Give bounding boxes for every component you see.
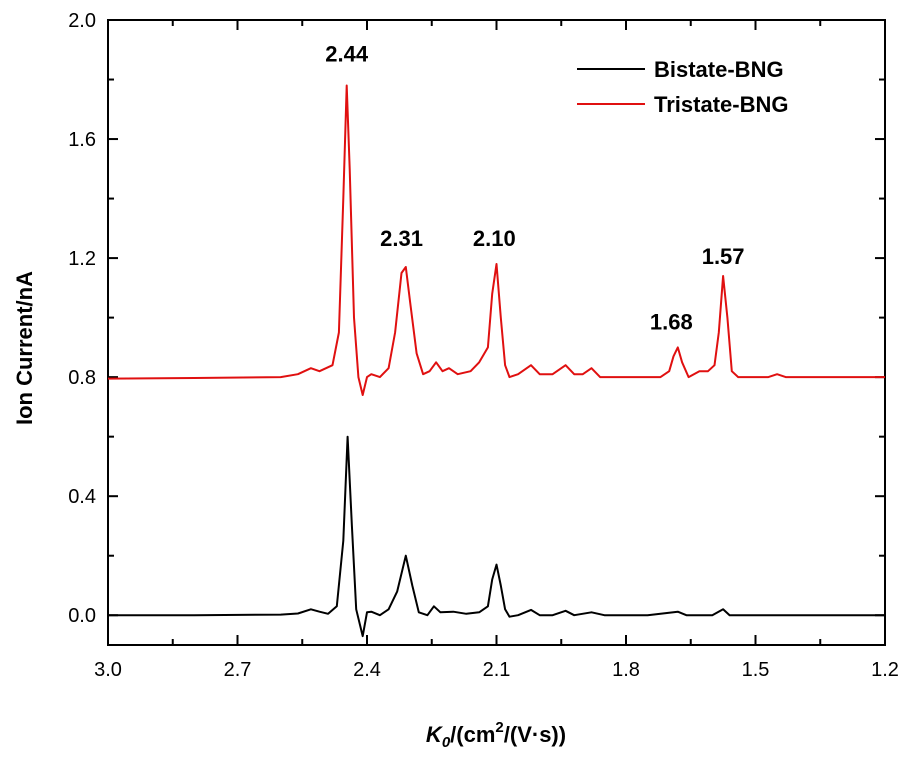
x-axis-title-unit-end: /(V·s)) — [504, 722, 566, 747]
x-tick-label: 2.7 — [224, 659, 252, 681]
y-tick-label: 1.6 — [68, 129, 96, 151]
peak-label: 1.57 — [702, 244, 745, 269]
series-line-bistate — [108, 435, 885, 638]
x-tick-label: 2.1 — [483, 659, 511, 681]
y-tick-label: 0.4 — [68, 486, 96, 508]
legend: Bistate-BNG Tristate-BNG — [577, 57, 788, 117]
x-tick-label: 1.8 — [612, 659, 640, 681]
x-axis-title-symbol: K — [426, 722, 444, 747]
x-tick-label: 1.2 — [871, 659, 899, 681]
peak-annotations: 2.44 2.31 2.10 1.68 1.57 — [325, 42, 744, 335]
peak-label: 2.44 — [325, 42, 369, 67]
peak-label: 2.31 — [380, 226, 423, 251]
series-layer — [107, 84, 885, 638]
x-tick-label: 3.0 — [94, 659, 122, 681]
legend-label-bistate: Bistate-BNG — [654, 57, 784, 82]
y-tick-label: 2.0 — [68, 10, 96, 32]
y-axis-ticks: 0.0 0.4 0.8 1.2 1.6 2.0 — [68, 10, 885, 627]
x-axis-title: K0/(cm2/(V·s)) — [426, 719, 566, 751]
x-axis-title-superscript: 2 — [495, 719, 503, 736]
x-axis-title-unit-start: /(cm — [450, 722, 495, 747]
x-tick-label: 2.4 — [353, 659, 381, 681]
legend-label-tristate: Tristate-BNG — [654, 92, 788, 117]
y-tick-label: 0.0 — [68, 605, 96, 627]
y-axis-title: Ion Current/nA — [12, 271, 37, 425]
y-tick-label: 0.8 — [68, 367, 96, 389]
x-axis-title-subscript: 0 — [442, 734, 451, 751]
peak-label: 2.10 — [473, 226, 516, 251]
series-line-tristate — [107, 84, 885, 396]
peak-label: 1.68 — [650, 310, 693, 335]
x-axis-ticks: 3.0 2.7 2.4 2.1 1.8 1.5 1.2 — [94, 20, 899, 681]
y-tick-label: 1.2 — [68, 248, 96, 270]
x-tick-label: 1.5 — [742, 659, 770, 681]
